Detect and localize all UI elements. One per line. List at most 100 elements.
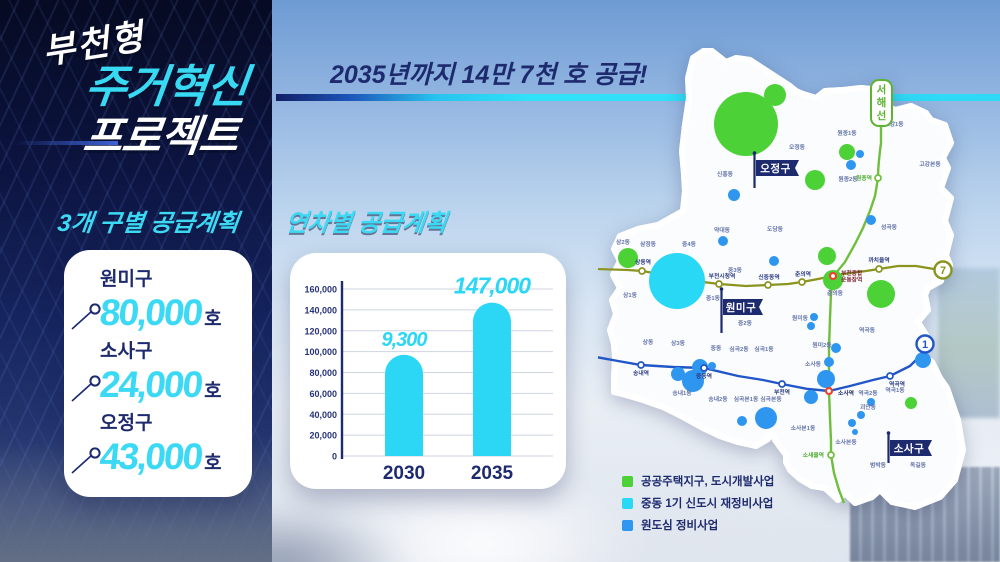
y-tick-label: 140,000 — [304, 305, 337, 315]
station-label: 상동역 — [635, 258, 651, 266]
y-tick-label: 100,000 — [304, 347, 337, 357]
project-circle-blue — [737, 416, 747, 426]
title-underline-main — [276, 94, 1000, 101]
station-label: 소새울역 — [803, 451, 824, 459]
project-circle-blue — [848, 419, 856, 427]
y-tick-label: 80,000 — [309, 368, 337, 378]
area-label: 심곡1동 — [754, 345, 774, 353]
district-row: 원미구 80,000호 — [71, 264, 250, 334]
district-plan-card: 원미구 80,000호 소사구 24,000호 오정구 43,000호 — [64, 250, 252, 497]
area-label: 중4동 — [682, 240, 697, 248]
area-label: 삼정동 — [640, 240, 657, 248]
project-circle-blue — [671, 367, 685, 381]
project-circle-green — [867, 280, 895, 308]
station-marker — [828, 271, 838, 281]
y-tick-label: 40,000 — [309, 410, 337, 420]
project-circle-blue — [915, 352, 931, 368]
area-label: 옥길동 — [910, 461, 927, 469]
y-tick-label: 20,000 — [309, 431, 337, 441]
station-marker — [715, 280, 723, 288]
y-tick-label: 0 — [332, 452, 337, 462]
connector-icon — [71, 303, 101, 330]
area-label: 상1동 — [623, 291, 638, 299]
district-flag — [890, 440, 932, 456]
station-label: 부천시청역 — [709, 272, 736, 280]
district-row: 소사구 24,000호 — [71, 336, 250, 406]
bar-2030 — [385, 354, 423, 456]
area-label: 원미2동 — [812, 341, 832, 349]
area-label: 심곡본1동 — [734, 395, 759, 403]
station-label: 부천종합 운동장역 — [841, 269, 863, 284]
project-circle-green — [839, 144, 855, 160]
area-label: 중3동 — [728, 266, 743, 274]
district-unit: 호 — [204, 309, 222, 330]
subtitle: 2035년까지 14만 7천 호 공급! — [330, 61, 648, 89]
area-label: 오정동 — [789, 143, 806, 151]
title-line2: 프로젝트 — [80, 113, 241, 161]
rail-badge — [870, 79, 893, 127]
area-label: 약대동 — [714, 226, 731, 234]
district-name: 오정구 — [100, 413, 153, 434]
district-flag-label: 소사구 — [894, 442, 924, 455]
legend-label: 원도심 정비사업 — [641, 520, 719, 532]
district-flag — [756, 160, 799, 176]
bar-2035 — [473, 302, 511, 456]
district-plan-heading: 3개 구별 공급계획 — [55, 210, 241, 237]
area-label: 역곡1동 — [885, 386, 905, 394]
legend-label: 중동 1기 신도시 재정비사업 — [641, 498, 774, 510]
project-circle-blue — [804, 390, 818, 404]
area-label: 중동 — [711, 344, 722, 352]
legend-color-swatch — [622, 475, 633, 487]
project-circle-blue — [857, 411, 865, 419]
project-circle-blue — [824, 357, 834, 367]
station-marker — [874, 174, 882, 182]
area-label: 중1동 — [706, 294, 721, 302]
station-marker — [824, 386, 834, 396]
x-category-label: 2035 — [471, 463, 514, 484]
area-label: 심곡본동 — [760, 395, 782, 403]
title-underline-left — [14, 141, 118, 145]
station-label: 역곡역 — [889, 380, 905, 388]
district-name: 원미구 — [100, 269, 153, 290]
project-circle-green — [714, 92, 778, 156]
area-label: 원종2동 — [838, 175, 858, 183]
project-circle-blue — [755, 407, 777, 429]
project-circle-blue — [728, 189, 740, 201]
station-marker — [827, 451, 835, 459]
district-name: 소사구 — [100, 341, 153, 362]
flag-pole-top — [719, 287, 724, 291]
district-flag-label: 오정구 — [760, 162, 790, 175]
project-circle-blue — [867, 398, 875, 406]
area-label: 중2동 — [738, 319, 753, 327]
project-circle-blue — [810, 313, 818, 321]
area-label: 송내2동 — [708, 395, 728, 403]
project-circle-blue — [846, 160, 856, 170]
district-flag-label: 원미구 — [726, 301, 756, 314]
project-circle-cyan — [649, 253, 705, 309]
district-value: 80,000 — [97, 292, 204, 333]
flag-pole-top — [886, 431, 891, 435]
area-label: 소사본1동 — [791, 424, 816, 432]
area-label: 성곡동 — [881, 223, 898, 231]
district-value: 24,000 — [97, 364, 204, 405]
legend-color-swatch — [622, 519, 633, 531]
area-label: 심곡2동 — [729, 345, 749, 353]
project-circle-blue — [708, 362, 716, 370]
line-number-label: 7 — [940, 265, 946, 277]
connector-icon — [71, 447, 101, 474]
legend-label: 공공주택지구, 도시개발사업 — [641, 476, 775, 488]
y-tick-label: 120,000 — [304, 326, 337, 336]
station-marker — [637, 361, 645, 369]
station-label: 원종역 — [856, 174, 872, 182]
project-circle-blue — [682, 370, 704, 392]
district-unit: 호 — [204, 381, 222, 402]
project-circle-blue — [769, 256, 779, 266]
x-category-label: 2030 — [383, 463, 425, 484]
area-label: 범박동 — [870, 461, 887, 469]
legend-row: 공공주택지구, 도시개발사업 — [622, 473, 774, 489]
project-circle-blue — [718, 236, 728, 246]
station-label: 소사역 — [838, 389, 854, 397]
